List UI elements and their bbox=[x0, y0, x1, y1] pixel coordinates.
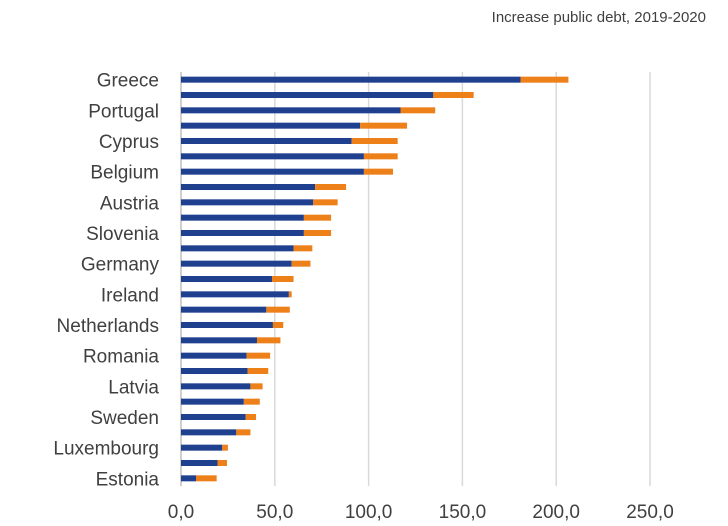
y-tick-label: Romania bbox=[83, 347, 159, 368]
bar-segment-series-1 bbox=[181, 245, 294, 252]
bar-segment-series-1 bbox=[181, 214, 304, 221]
bar-segment-series-1 bbox=[181, 460, 218, 466]
y-tick-label: Sweden bbox=[90, 408, 159, 429]
bar-segment-series-2 bbox=[247, 368, 269, 374]
x-tick-label: 250,0 bbox=[626, 502, 674, 523]
y-tick-label: Latvia bbox=[108, 377, 159, 398]
bar-segment-series-1 bbox=[181, 260, 292, 267]
bar-segment-series-2 bbox=[520, 76, 569, 83]
bar-segment-series-2 bbox=[315, 184, 347, 190]
bar-segment-series-1 bbox=[181, 76, 521, 83]
bar-segment-series-2 bbox=[433, 92, 474, 98]
bar-segment-series-1 bbox=[181, 475, 197, 482]
y-tick-label: Estonia bbox=[96, 469, 160, 490]
bar-segment-series-2 bbox=[236, 429, 251, 436]
bar-segment-series-2 bbox=[363, 168, 393, 175]
bar-segment-series-1 bbox=[181, 444, 223, 451]
bar-segment-series-2 bbox=[250, 383, 263, 390]
bar-segment-series-1 bbox=[181, 199, 314, 206]
bar-segment-series-2 bbox=[293, 245, 313, 252]
bar-segment-series-1 bbox=[181, 168, 364, 175]
bar-segment-series-1 bbox=[181, 383, 251, 390]
bar-segment-series-2 bbox=[363, 153, 398, 160]
bar-segment-series-1 bbox=[181, 184, 316, 190]
bar-segment-series-1 bbox=[181, 92, 434, 98]
bar-segment-series-1 bbox=[181, 153, 364, 160]
bar-segment-series-2 bbox=[351, 138, 398, 144]
bar-segment-series-1 bbox=[181, 230, 304, 236]
bar-segment-series-1 bbox=[181, 337, 257, 344]
x-tick-label: 200,0 bbox=[532, 502, 580, 523]
bar-segment-series-1 bbox=[181, 414, 246, 420]
y-tick-label: Portugal bbox=[88, 101, 159, 122]
bar-segment-series-2 bbox=[303, 230, 332, 236]
bar-segment-series-2 bbox=[217, 460, 227, 466]
bar-segment-series-1 bbox=[181, 306, 267, 313]
y-tick-label: Belgium bbox=[90, 163, 159, 184]
bar-segment-series-1 bbox=[181, 368, 248, 374]
bar-segment-series-1 bbox=[181, 322, 273, 328]
x-tick-label: 50,0 bbox=[256, 502, 293, 523]
y-tick-label: Greece bbox=[97, 71, 159, 92]
bar-segment-series-2 bbox=[400, 107, 436, 114]
bar-segment-series-1 bbox=[181, 352, 247, 359]
bar-segment-series-1 bbox=[181, 122, 361, 129]
y-tick-label: Ireland bbox=[101, 285, 159, 306]
x-tick-label: 100,0 bbox=[345, 502, 393, 523]
x-tick-label: 0,0 bbox=[168, 502, 194, 523]
y-tick-label: Slovenia bbox=[86, 224, 159, 245]
bar-segment-series-2 bbox=[271, 276, 294, 282]
bar-segment-series-1 bbox=[181, 398, 244, 405]
bar-segment-series-2 bbox=[245, 414, 257, 420]
bar-segment-series-1 bbox=[181, 138, 352, 144]
bar-segment-series-1 bbox=[181, 276, 272, 282]
y-tick-label: Netherlands bbox=[57, 316, 159, 337]
bar-segment-series-2 bbox=[266, 306, 290, 313]
bar-segment-series-1 bbox=[181, 429, 237, 436]
bar-segment-series-2 bbox=[272, 322, 284, 328]
bar-segment-series-2 bbox=[360, 122, 408, 129]
x-tick-label: 150,0 bbox=[439, 502, 487, 523]
y-tick-label: Luxembourg bbox=[53, 439, 159, 460]
bar-segment-series-2 bbox=[256, 337, 281, 344]
y-tick-label: Austria bbox=[100, 193, 160, 214]
bar-segment-series-2 bbox=[196, 475, 217, 482]
chart-title: Increase public debt, 2019-2020 bbox=[491, 9, 706, 26]
bar-segment-series-2 bbox=[243, 398, 260, 405]
y-tick-label: Cyprus bbox=[99, 132, 159, 153]
y-tick-label: Germany bbox=[81, 255, 160, 276]
bar-segment-series-2 bbox=[303, 214, 332, 221]
bar-segment-series-2 bbox=[246, 352, 271, 359]
bar-segment-series-2 bbox=[288, 291, 292, 298]
bar-segment-series-1 bbox=[181, 291, 289, 298]
bar-segment-series-2 bbox=[291, 260, 311, 267]
bar-segment-series-1 bbox=[181, 107, 401, 114]
bar-segment-series-2 bbox=[313, 199, 338, 206]
bar-segment-series-2 bbox=[222, 444, 228, 451]
